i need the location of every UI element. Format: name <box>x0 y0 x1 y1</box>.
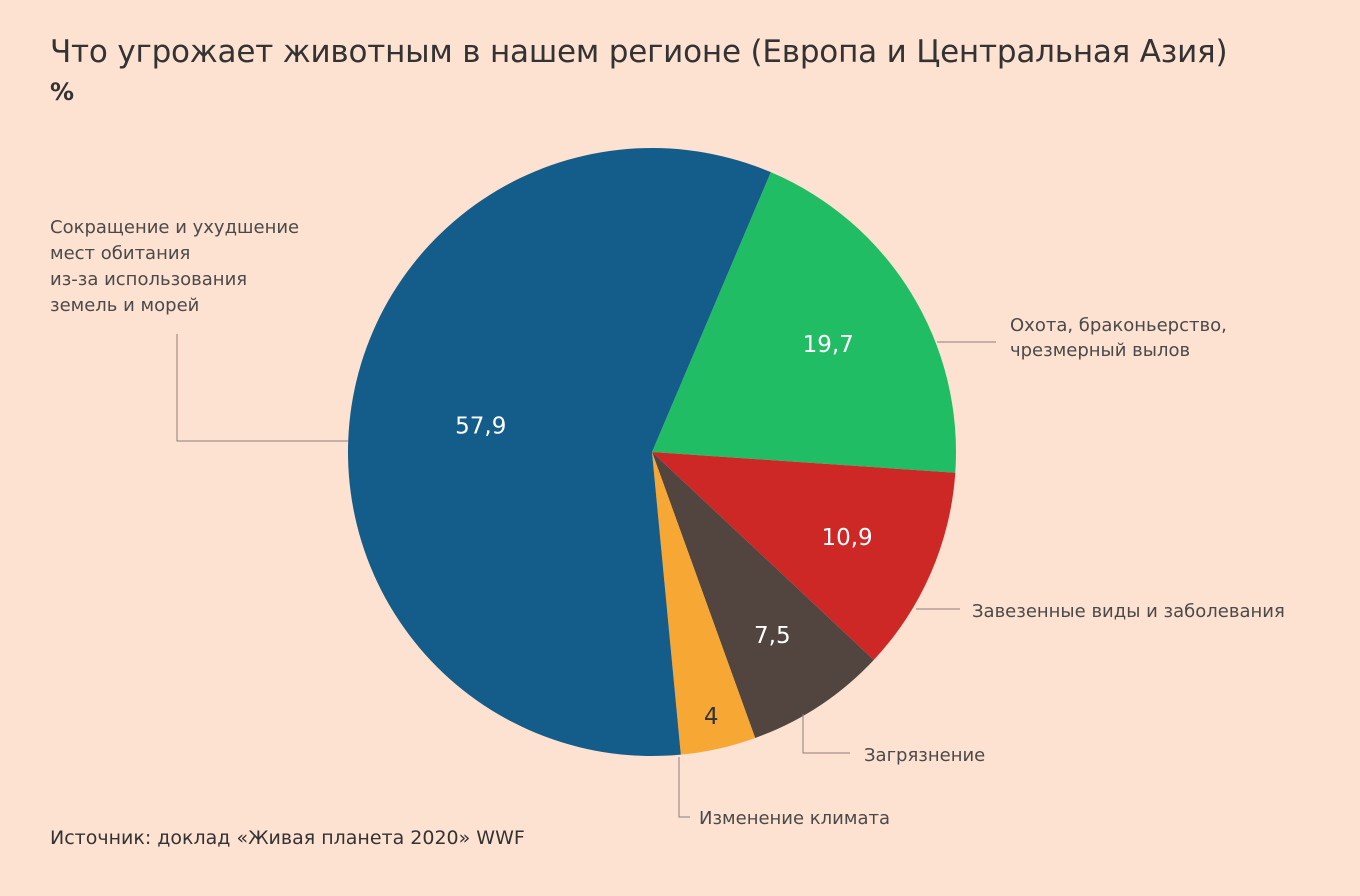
slice-category-label: Сокращение и ухудшение мест обитания из-за… <box>50 217 299 316</box>
pie-slice <box>652 452 956 660</box>
slice-category-label-line: земель и морей <box>50 295 199 316</box>
chart-unit: % <box>50 78 75 106</box>
slice-category-label-line: Сокращение и ухудшение <box>50 217 299 238</box>
slice-value-label: 10,9 <box>821 525 872 551</box>
slice-category-label-line: мест обитания <box>50 243 190 264</box>
slice-category-labels: Охота, браконьерство, чрезмерный вылов Зав… <box>50 217 1285 829</box>
slice-category-label-line: чрезмерный вылов <box>1010 340 1190 361</box>
slice-category-label-line: из-за использования <box>50 269 247 290</box>
slice-value-labels: 19,7 10,9 7,5 4 57,9 <box>455 332 873 730</box>
slice-category-label: Загрязнение <box>864 745 985 766</box>
pie-slice <box>348 148 771 756</box>
leader-line <box>176 334 348 442</box>
leader-line <box>678 757 690 818</box>
slice-category-label: Охота, браконьерство, чрезмерный вылов <box>1010 315 1227 361</box>
slice-value-label: 19,7 <box>803 332 854 358</box>
slice-category-label-line: Изменение климата <box>699 808 890 829</box>
pie-slice <box>652 452 874 738</box>
chart-source: Источник: доклад «Живая планета 2020» WW… <box>50 827 525 849</box>
leader-line <box>802 714 850 754</box>
chart-title: Что угрожает животным в нашем регионе (Е… <box>50 34 1228 70</box>
pie-slice <box>652 452 756 755</box>
leader-lines <box>176 334 996 818</box>
slice-category-label-line: Завезенные виды и заболевания <box>972 601 1285 622</box>
pie-slices <box>348 148 956 756</box>
pie-slice <box>652 172 956 473</box>
slice-value-label: 57,9 <box>455 414 506 440</box>
slice-category-label: Завезенные виды и заболевания <box>972 601 1285 622</box>
slice-value-label: 4 <box>704 704 719 730</box>
slice-category-label-line: Загрязнение <box>864 745 985 766</box>
slice-category-label-line: Охота, браконьерство, <box>1010 315 1227 336</box>
slice-value-label: 7,5 <box>754 623 791 649</box>
slice-category-label: Изменение климата <box>699 808 890 829</box>
